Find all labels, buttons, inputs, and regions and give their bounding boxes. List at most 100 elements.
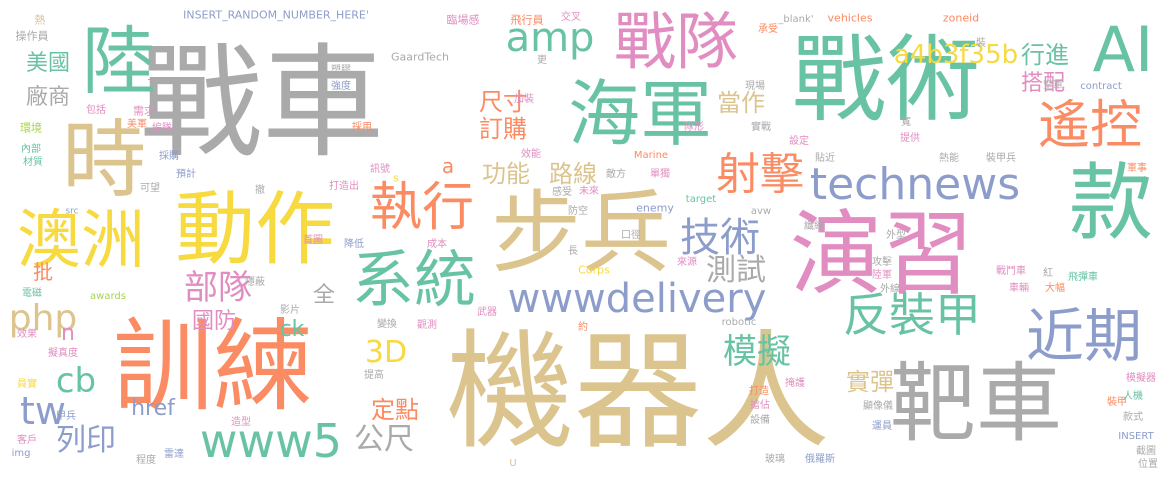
cloud-word: 國防	[191, 309, 237, 334]
cloud-word: awards	[90, 291, 126, 302]
cloud-word: 裝	[976, 38, 986, 49]
cloud-word: 效果	[17, 329, 37, 340]
cloud-word: ck	[279, 317, 305, 342]
cloud-word: 更	[537, 55, 547, 66]
cloud-word: 澳洲	[17, 204, 145, 278]
cloud-word: 測試	[706, 253, 766, 288]
cloud-word: 遙控	[1037, 96, 1143, 156]
cloud-word: href	[131, 396, 175, 421]
cloud-word: 程度	[136, 455, 156, 466]
cloud-word: 觀測	[417, 320, 437, 331]
cloud-word: 長	[568, 246, 578, 257]
cloud-word: 系統	[351, 243, 477, 316]
cloud-word: 影片	[280, 305, 300, 316]
cloud-word: 近期	[1025, 302, 1143, 370]
cloud-word: 列印	[56, 423, 116, 458]
cloud-word: 來源	[677, 257, 697, 268]
cloud-word: 採用	[352, 122, 372, 133]
cloud-word: 戰車	[140, 32, 384, 174]
cloud-word: 效能	[521, 149, 541, 160]
cloud-word: 貼近	[815, 153, 835, 164]
cloud-word: 機器人	[445, 318, 831, 467]
cloud-word: 步兵	[491, 181, 671, 286]
cloud-word: 功能	[482, 160, 530, 188]
cloud-word: 成本	[427, 239, 447, 250]
cloud-word: AI	[1092, 13, 1154, 86]
cloud-word: wwwdelivery	[507, 276, 767, 322]
cloud-word: 纖維	[804, 221, 824, 232]
cloud-word: Corps	[578, 263, 610, 277]
cloud-word: 攻擊	[872, 257, 892, 268]
cloud-word: 車輛	[1009, 283, 1029, 294]
cloud-word: www5	[199, 414, 343, 468]
cloud-word: 實彈	[846, 368, 894, 396]
cloud-word: 實戰	[751, 122, 771, 133]
cloud-word: technews	[809, 159, 1021, 210]
cloud-word: 首圖	[303, 235, 323, 246]
cloud-word: 電磁	[22, 288, 42, 299]
cloud-word: INSERT_RANDOM_NUMBER_HERE'	[183, 8, 369, 22]
cloud-word: avw	[750, 206, 772, 217]
cloud-word: 陸軍	[872, 270, 892, 281]
cloud-word: 人機	[1123, 391, 1143, 402]
cloud-word: 設備	[750, 415, 770, 426]
cloud-word: 戰術	[791, 26, 981, 135]
cloud-word: 熱能	[939, 153, 959, 164]
cloud-word: 外型	[886, 230, 906, 241]
cloud-word: 環境	[20, 121, 42, 135]
cloud-word: 口徑	[621, 230, 641, 241]
cloud-word: 款式	[1123, 412, 1143, 423]
cloud-word: 塑膠	[331, 65, 351, 76]
cloud-word: INSERT	[1118, 431, 1154, 442]
cloud-word: 批	[33, 260, 53, 284]
cloud-word: n	[61, 321, 75, 346]
cloud-word: 訊號	[370, 164, 390, 175]
cloud-word: 操作員	[15, 29, 49, 43]
cloud-word: 預計	[176, 169, 196, 180]
cloud-word: 降低	[344, 239, 364, 250]
cloud-word: 材質	[23, 157, 43, 168]
cloud-word: php	[8, 298, 78, 339]
cloud-word: 俄羅斯	[805, 454, 835, 465]
cloud-word: 臨場感	[446, 13, 480, 27]
cloud-word: 射擊	[716, 149, 804, 200]
cloud-word: 敵方	[606, 169, 626, 180]
cloud-word: img	[11, 448, 31, 459]
cloud-word: 承受	[758, 24, 778, 35]
cloud-word: _blank'	[778, 14, 814, 25]
cloud-word: 當作	[717, 89, 765, 117]
cloud-word: 員實	[17, 379, 37, 390]
cloud-word: 飛行員	[510, 13, 544, 27]
cloud-word: 武器	[477, 307, 497, 318]
cloud-word: 採購	[159, 151, 179, 162]
cloud-word: 隱蔽	[245, 277, 265, 288]
cloud-word: 打造出	[329, 181, 359, 192]
cloud-word: s	[393, 171, 399, 185]
cloud-word: Marine	[633, 150, 669, 161]
cloud-word: 搭配	[1020, 71, 1066, 96]
cloud-word: 靶車	[890, 354, 1062, 454]
cloud-word: 內部	[21, 144, 41, 155]
cloud-word: 大幅	[1045, 283, 1065, 294]
cloud-word: 造型	[231, 417, 251, 428]
cloud-word: src	[65, 206, 79, 217]
cloud-word: target	[685, 194, 717, 205]
cloud-word: 設定	[789, 136, 809, 147]
cloud-word: 顯像儀	[863, 401, 893, 412]
cloud-word: 熱	[34, 13, 46, 27]
cloud-word: 感受	[552, 187, 572, 198]
cloud-word: a	[441, 154, 455, 178]
cloud-word: 撤	[255, 185, 265, 196]
cloud-word: 提供	[900, 133, 920, 144]
cloud-word: 海軍	[567, 72, 713, 156]
cloud-word: 時	[61, 111, 147, 209]
cloud-word: 單獨	[650, 169, 670, 180]
cloud-word: 廠商	[25, 85, 71, 110]
cloud-word: 訂購	[479, 115, 527, 143]
cloud-word: 空軍	[1043, 80, 1063, 91]
cloud-word: 需求	[133, 104, 155, 118]
cloud-word: 美國	[25, 51, 71, 76]
cloud-word: GaardTech	[391, 50, 449, 64]
cloud-word: 陸	[82, 19, 156, 105]
cloud-word: 訓練	[113, 308, 313, 425]
